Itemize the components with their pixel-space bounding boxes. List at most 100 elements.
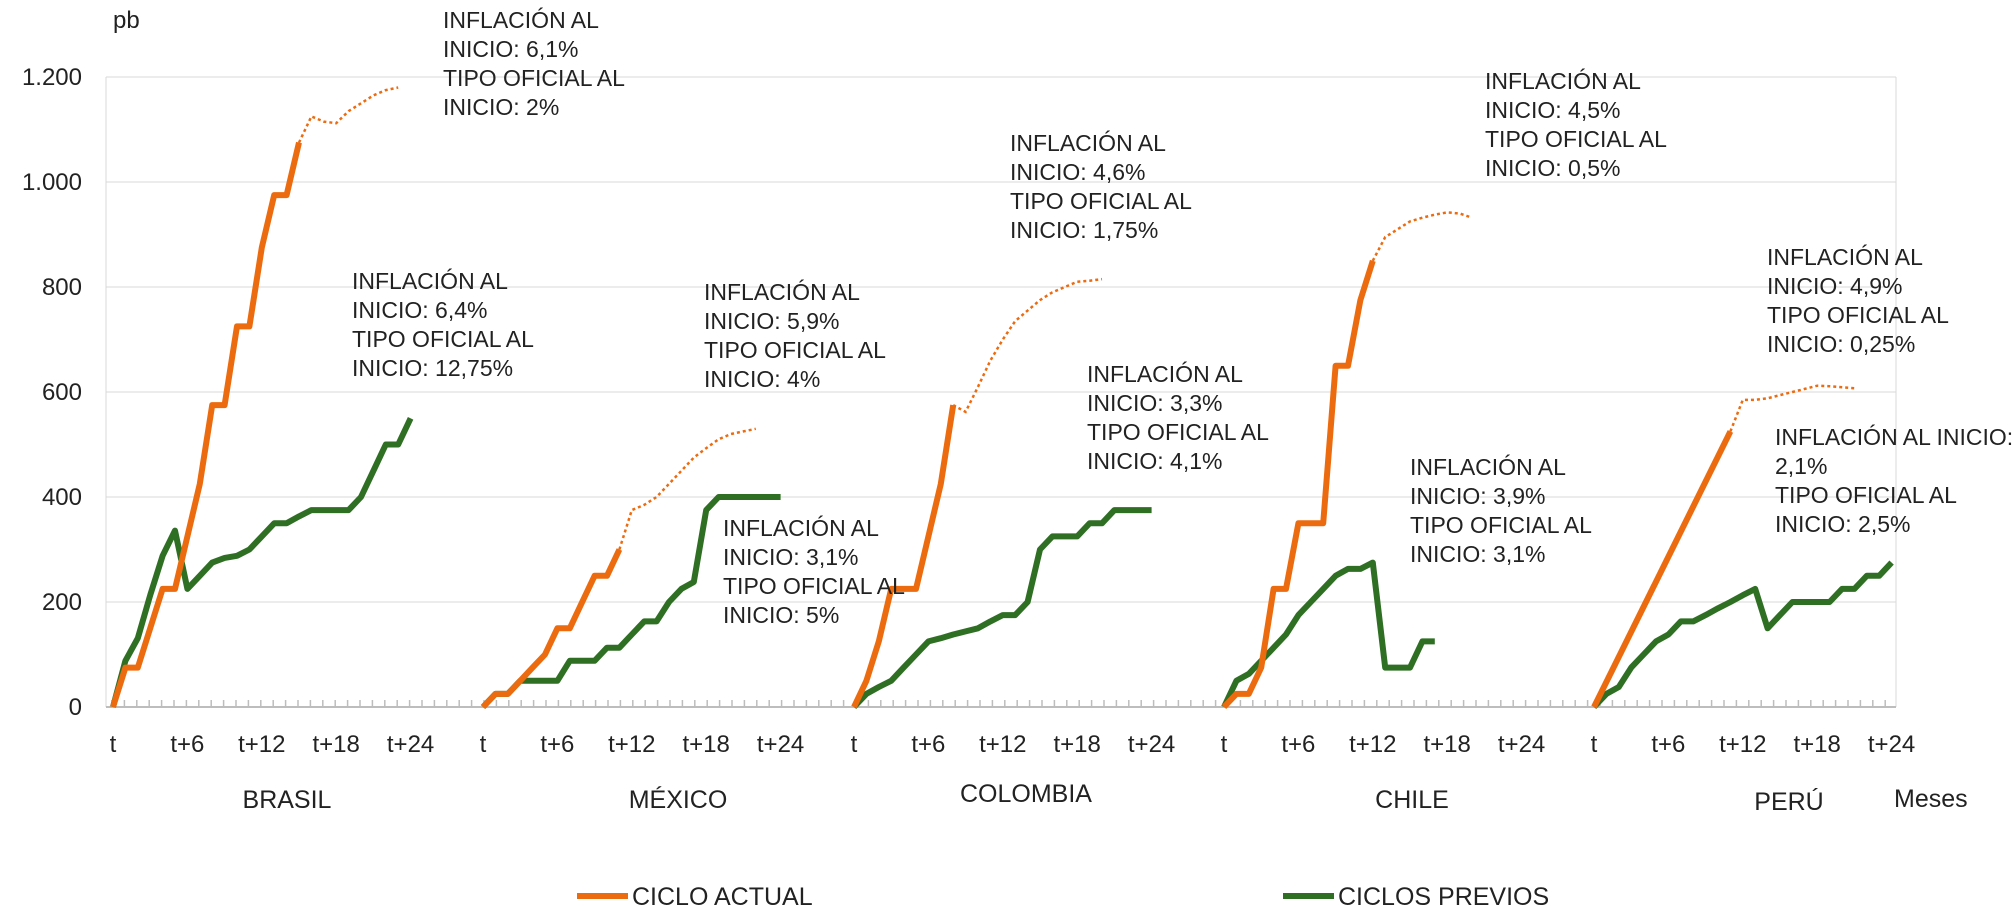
x-tick-label: t+18 [1054, 731, 1101, 758]
x-tick-label: t+12 [1719, 731, 1766, 758]
annotation-line: INFLACIÓN AL [1767, 244, 1923, 270]
annotation: INFLACIÓN AL INICIO: 2,1% TIPO OFICIAL AL I… [1775, 424, 2013, 537]
annotation-line: INFLACIÓN AL [1087, 361, 1243, 387]
y-tick-label: 800 [42, 274, 82, 301]
y-tick-label: 0 [69, 694, 82, 721]
x-tick-label: t+18 [1794, 731, 1841, 758]
annotation-line: INFLACIÓN AL [443, 7, 599, 33]
annotation-line: TIPO OFICIAL AL [1010, 188, 1192, 214]
annotation: INFLACIÓN AL INICIO: 6,1% TIPO OFICIAL AL I… [443, 7, 625, 120]
series-current-cycle [851, 404, 957, 709]
x-tick-label: t+18 [1424, 731, 1471, 758]
series-current-cycle [1221, 259, 1376, 710]
x-axis: t t+6 t+12 t+18 t+24 BRASIL t t+6 t+12 t+18 t+24 MÉ… [106, 700, 1915, 816]
gridlines [105, 76, 1897, 707]
x-tick-label: t+24 [1128, 731, 1175, 758]
annotation-line: INICIO: 0,5% [1485, 155, 1620, 181]
annotation-line: INICIO: 2,5% [1775, 511, 1910, 537]
annotation: INFLACIÓN AL INICIO: 3,3% TIPO OFICIAL AL I… [1087, 361, 1269, 474]
series-previous-cycles [1591, 560, 1894, 710]
annotation: INFLACIÓN AL INICIO: 4,5% TIPO OFICIAL AL I… [1485, 68, 1667, 181]
annotation-line: 2,1% [1775, 453, 1827, 479]
annotation-line: INICIO: 3,1% [723, 544, 858, 570]
x-tick-label: t+12 [979, 731, 1026, 758]
annotation: INFLACIÓN AL INICIO: 5,9% TIPO OFICIAL AL I… [704, 279, 886, 392]
annotation-line: INICIO: 4,5% [1485, 97, 1620, 123]
x-tick-label: t [480, 731, 487, 758]
annotation-line: INICIO: 2% [443, 94, 559, 120]
annotation-line: INFLACIÓN AL [704, 279, 860, 305]
y-tick-label: 1.200 [22, 64, 82, 91]
country-label: CHILE [1375, 786, 1449, 814]
x-tick-label: t+24 [1498, 731, 1545, 758]
x-tick-label: t+24 [1868, 731, 1915, 758]
annotation-line: INICIO: 1,75% [1010, 217, 1158, 243]
annotation-line: TIPO OFICIAL AL [443, 65, 625, 91]
y-axis-label: pb [113, 7, 140, 34]
annotation-line: INICIO: 5% [723, 602, 839, 628]
series-current-cycle [1591, 430, 1734, 709]
country-label: BRASIL [243, 786, 332, 814]
legend: CICLO ACTUAL CICLOS PREVIOS [577, 883, 1549, 907]
x-tick-label: t+18 [313, 731, 360, 758]
annotation-line: INFLACIÓN AL [1410, 454, 1566, 480]
annotation-line: INICIO: 5,9% [704, 308, 839, 334]
x-tick-label: t+12 [1349, 731, 1396, 758]
series-previous-cycles [110, 417, 414, 708]
series-lines [110, 86, 1894, 710]
x-tick-label: t+6 [1281, 731, 1315, 758]
series-current-cycle [480, 548, 623, 710]
annotation: INFLACIÓN AL INICIO: 4,6% TIPO OFICIAL AL I… [1010, 130, 1192, 243]
series-previous-cycles [851, 507, 1152, 710]
annotation-line: INFLACIÓN AL [352, 268, 508, 294]
y-tick-label: 400 [42, 484, 82, 511]
annotation-line: INFLACIÓN AL [723, 515, 879, 541]
x-tick-label: t+6 [1651, 731, 1685, 758]
country-label: MÉXICO [629, 785, 728, 814]
x-tick-label: t+12 [238, 731, 285, 758]
annotation: INFLACIÓN AL INICIO: 4,9% TIPO OFICIAL AL I… [1767, 244, 1949, 357]
annotation-line: INICIO: 4,9% [1767, 273, 1902, 299]
annotation-line: INFLACIÓN AL INICIO: [1775, 424, 2013, 450]
y-axis: pb 0 200 400 600 800 1.000 1.200 [22, 7, 140, 721]
country-label: PERÚ [1754, 787, 1823, 816]
annotation: INFLACIÓN AL INICIO: 3,1% TIPO OFICIAL AL I… [723, 515, 905, 628]
y-tick-label: 200 [42, 589, 82, 616]
annotations: INFLACIÓN AL INICIO: 6,1% TIPO OFICIAL AL I… [352, 7, 2013, 628]
annotation-line: TIPO OFICIAL AL [352, 326, 534, 352]
annotation-line: INICIO: 3,9% [1410, 483, 1545, 509]
series-current-projection [297, 86, 399, 144]
annotation-line: INICIO: 3,1% [1410, 541, 1545, 567]
x-tick-label: t [851, 731, 858, 758]
x-tick-label: t+18 [683, 731, 730, 758]
y-tick-label: 600 [42, 379, 82, 406]
annotation-line: TIPO OFICIAL AL [723, 573, 905, 599]
annotation-line: INICIO: 12,75% [352, 355, 513, 381]
legend-label-previous: CICLOS PREVIOS [1338, 883, 1549, 907]
annotation-line: INICIO: 6,1% [443, 36, 578, 62]
y-tick-label: 1.000 [22, 169, 82, 196]
series-current-projection [952, 277, 1103, 414]
annotation-line: INICIO: 4,1% [1087, 448, 1222, 474]
x-tick-label: t [110, 731, 117, 758]
annotation: INFLACIÓN AL INICIO: 6,4% TIPO OFICIAL AL I… [352, 268, 534, 381]
x-tick-label: t+12 [608, 731, 655, 758]
annotation-line: INICIO: 0,25% [1767, 331, 1915, 357]
legend-label-current: CICLO ACTUAL [632, 883, 813, 907]
x-tick-label: t+24 [757, 731, 804, 758]
series-current-projection [1371, 211, 1473, 262]
x-tick-label: t [1221, 731, 1228, 758]
annotation-line: TIPO OFICIAL AL [1775, 482, 1957, 508]
x-axis-label: Meses [1894, 785, 1968, 813]
series-current-projection [1729, 384, 1855, 432]
annotation-line: INICIO: 4,6% [1010, 159, 1145, 185]
series-current-cycle [110, 141, 302, 708]
annotation-line: TIPO OFICIAL AL [704, 337, 886, 363]
x-tick-label: t+6 [170, 731, 204, 758]
annotation-line: INICIO: 3,3% [1087, 390, 1222, 416]
annotation-line: INICIO: 6,4% [352, 297, 487, 323]
x-tick-label: t+6 [540, 731, 574, 758]
annotation-line: TIPO OFICIAL AL [1485, 126, 1667, 152]
x-tick-label: t [1591, 731, 1598, 758]
